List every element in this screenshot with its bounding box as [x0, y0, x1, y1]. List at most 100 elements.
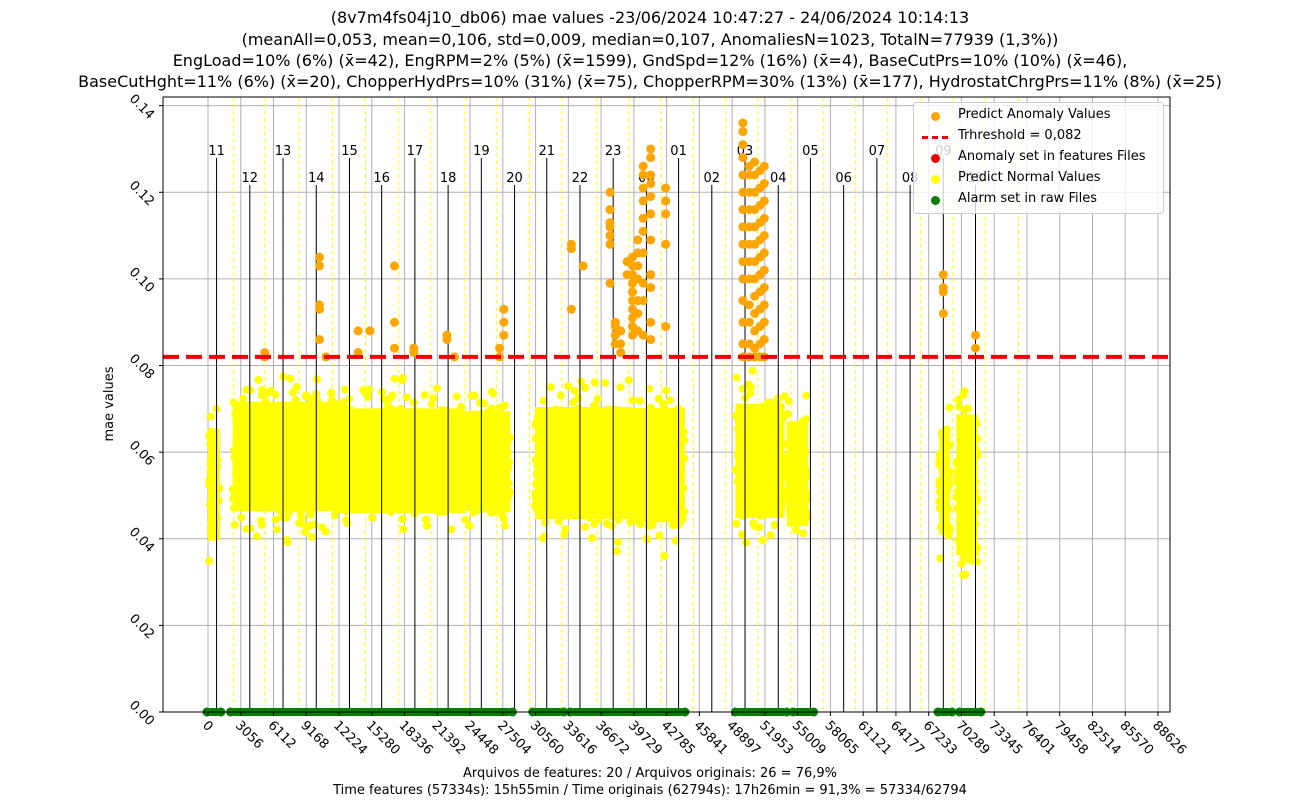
legend-label-normal: Predict Normal Values [958, 170, 1101, 185]
normal-point [277, 461, 285, 469]
normal-point [614, 515, 623, 524]
normal-point [426, 414, 435, 423]
footer-line-1: Arquivos de features: 20 / Arquivos orig… [463, 766, 837, 781]
x-tick-label: 61121 [854, 718, 894, 758]
normal-point [282, 513, 291, 522]
normal-point [413, 491, 422, 500]
normal-point [367, 504, 376, 513]
anomaly-point [633, 261, 643, 271]
normal-point [607, 512, 616, 521]
normal-point [944, 531, 953, 540]
x-tick-label: 73345 [985, 718, 1025, 758]
x-tick-label: 33616 [560, 718, 600, 758]
normal-point [450, 490, 458, 498]
normal-point [330, 511, 339, 520]
normal-point [613, 476, 622, 485]
normal-point [330, 411, 339, 420]
normal-point [498, 473, 507, 482]
normal-point [395, 410, 404, 419]
normal-point [547, 434, 556, 443]
normal-point [569, 439, 578, 448]
anomaly-point [605, 231, 615, 241]
normal-point [596, 433, 605, 442]
normal-point [957, 560, 966, 568]
normal-point [608, 471, 617, 480]
normal-point [531, 420, 540, 429]
normal-point [413, 417, 421, 426]
normal-point [315, 455, 324, 463]
normal-point [647, 488, 656, 497]
normal-point [256, 453, 265, 462]
normal-point [953, 458, 962, 467]
normal-point [339, 447, 348, 455]
anomaly-point [353, 348, 363, 357]
x-tick-label: 85570 [1116, 718, 1156, 758]
y-axis-label: mae values [102, 366, 117, 441]
normal-point [747, 455, 756, 464]
normal-point [272, 468, 281, 477]
normal-point [479, 417, 488, 426]
x-tick-label: 79458 [1051, 718, 1091, 758]
normal-point [662, 386, 671, 395]
normal-point [466, 447, 475, 456]
normal-point [474, 505, 483, 514]
anomaly-point [759, 300, 769, 310]
normal-point [207, 461, 216, 470]
normal-point [577, 418, 586, 427]
normal-point [229, 398, 238, 407]
normal-point [802, 467, 811, 476]
normal-point [381, 478, 389, 487]
normal-point [636, 511, 645, 520]
anomaly-point [744, 317, 754, 327]
normal-point [606, 495, 615, 504]
anomaly-point [938, 283, 948, 293]
normal-point [295, 467, 303, 476]
normal-point [963, 491, 972, 500]
anomaly-point [605, 218, 615, 228]
normal-point [738, 512, 747, 520]
normal-point [460, 441, 469, 450]
normal-point [431, 486, 440, 495]
normal-point [675, 517, 684, 526]
normal-point [230, 453, 239, 462]
normal-point [945, 403, 954, 412]
normal-point [504, 479, 513, 488]
normal-point [798, 427, 807, 436]
normal-point [541, 456, 549, 465]
normal-point [390, 374, 399, 383]
normal-point [267, 485, 276, 494]
normal-point [769, 435, 778, 444]
normal-point [451, 503, 460, 512]
normal-point [341, 403, 350, 412]
x-axis: 0 305661129168122241528018336213922444827… [199, 712, 1189, 758]
normal-point [465, 521, 474, 530]
normal-point [397, 466, 406, 475]
x-tick-label: 55009 [789, 718, 829, 758]
normal-point [570, 386, 579, 395]
anomaly-point [738, 187, 748, 197]
normal-point [460, 419, 469, 428]
x-tick-label: 82514 [1084, 718, 1124, 758]
normal-point [943, 521, 952, 530]
normal-point [581, 445, 590, 454]
normal-point [556, 391, 565, 400]
footer-line-2: Time features (57334s): 15h55min / Time … [333, 783, 967, 798]
normal-point [320, 481, 329, 490]
normal-point [445, 448, 453, 457]
normal-point [770, 521, 779, 529]
normal-point [350, 419, 359, 428]
normal-point [376, 431, 385, 440]
normal-point [480, 475, 489, 484]
normal-point [419, 498, 428, 507]
anomaly-point [616, 326, 626, 336]
anomaly-point [661, 183, 671, 193]
normal-point [303, 488, 312, 497]
normal-point [370, 471, 379, 480]
normal-point [382, 494, 391, 502]
normal-point [450, 465, 459, 474]
hour-marker-label: 23 [605, 144, 622, 159]
normal-point [356, 474, 365, 483]
normal-point [420, 444, 429, 453]
anomaly-point [638, 161, 648, 171]
normal-point [484, 481, 493, 489]
